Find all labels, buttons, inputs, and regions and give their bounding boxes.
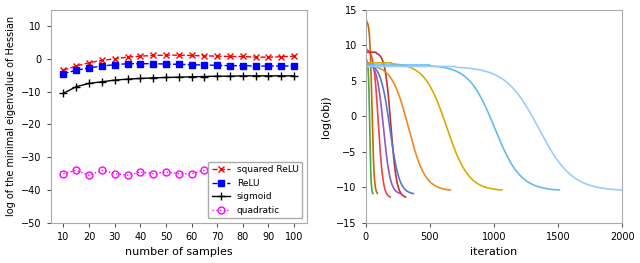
ReLU — [175, 63, 182, 66]
sigmoid — [162, 76, 170, 79]
squared ReLU — [124, 55, 131, 59]
sigmoid — [239, 74, 246, 77]
quadratic — [264, 169, 272, 172]
squared ReLU — [277, 55, 285, 58]
quadratic — [226, 169, 234, 172]
quadratic — [213, 165, 221, 169]
squared ReLU — [111, 57, 118, 60]
sigmoid — [98, 80, 106, 83]
quadratic — [136, 170, 144, 174]
squared ReLU — [175, 54, 182, 57]
squared ReLU — [188, 54, 195, 57]
Line: squared ReLU: squared ReLU — [60, 52, 298, 74]
Legend: squared ReLU, ReLU, sigmoid, quadratic: squared ReLU, ReLU, sigmoid, quadratic — [208, 161, 302, 218]
ReLU — [264, 64, 272, 68]
quadratic — [85, 174, 93, 177]
quadratic — [124, 174, 131, 177]
ReLU — [162, 62, 170, 65]
sigmoid — [111, 79, 118, 82]
sigmoid — [175, 75, 182, 79]
squared ReLU — [162, 54, 170, 57]
ReLU — [226, 64, 234, 67]
Y-axis label: log of the minimal eigenvalue of Hessian: log of the minimal eigenvalue of Hessian — [6, 16, 15, 216]
sigmoid — [291, 74, 298, 77]
Line: sigmoid: sigmoid — [60, 72, 298, 97]
ReLU — [188, 63, 195, 66]
ReLU — [200, 63, 208, 67]
ReLU — [85, 66, 93, 69]
quadratic — [111, 172, 118, 175]
sigmoid — [277, 74, 285, 77]
sigmoid — [149, 76, 157, 79]
sigmoid — [264, 74, 272, 77]
sigmoid — [85, 82, 93, 85]
quadratic — [175, 172, 182, 175]
quadratic — [239, 167, 246, 170]
sigmoid — [72, 85, 80, 88]
ReLU — [291, 64, 298, 68]
quadratic — [188, 172, 195, 175]
sigmoid — [136, 77, 144, 80]
squared ReLU — [98, 59, 106, 62]
sigmoid — [226, 75, 234, 78]
squared ReLU — [72, 64, 80, 68]
ReLU — [277, 64, 285, 68]
ReLU — [60, 72, 67, 75]
ReLU — [124, 62, 131, 65]
squared ReLU — [213, 55, 221, 58]
sigmoid — [252, 74, 259, 77]
sigmoid — [124, 78, 131, 81]
quadratic — [60, 172, 67, 175]
sigmoid — [60, 92, 67, 95]
X-axis label: number of samples: number of samples — [125, 247, 232, 257]
quadratic — [162, 170, 170, 174]
quadratic — [252, 192, 259, 195]
quadratic — [72, 169, 80, 172]
Line: quadratic: quadratic — [60, 164, 298, 197]
quadratic — [291, 179, 298, 182]
sigmoid — [188, 75, 195, 78]
squared ReLU — [149, 54, 157, 57]
quadratic — [277, 169, 285, 172]
sigmoid — [200, 75, 208, 78]
squared ReLU — [226, 55, 234, 58]
squared ReLU — [252, 55, 259, 59]
ReLU — [111, 63, 118, 66]
ReLU — [213, 64, 221, 67]
ReLU — [136, 62, 144, 65]
ReLU — [252, 64, 259, 68]
quadratic — [98, 169, 106, 172]
squared ReLU — [291, 55, 298, 58]
squared ReLU — [200, 54, 208, 57]
quadratic — [149, 172, 157, 175]
sigmoid — [213, 75, 221, 78]
ReLU — [149, 62, 157, 65]
ReLU — [72, 69, 80, 72]
squared ReLU — [239, 55, 246, 58]
squared ReLU — [264, 55, 272, 59]
squared ReLU — [136, 55, 144, 58]
ReLU — [239, 64, 246, 67]
ReLU — [98, 64, 106, 68]
X-axis label: iteration: iteration — [470, 247, 518, 257]
squared ReLU — [60, 69, 67, 72]
Y-axis label: log(obj): log(obj) — [321, 95, 331, 138]
squared ReLU — [85, 61, 93, 64]
Line: ReLU: ReLU — [61, 61, 297, 76]
quadratic — [200, 169, 208, 172]
